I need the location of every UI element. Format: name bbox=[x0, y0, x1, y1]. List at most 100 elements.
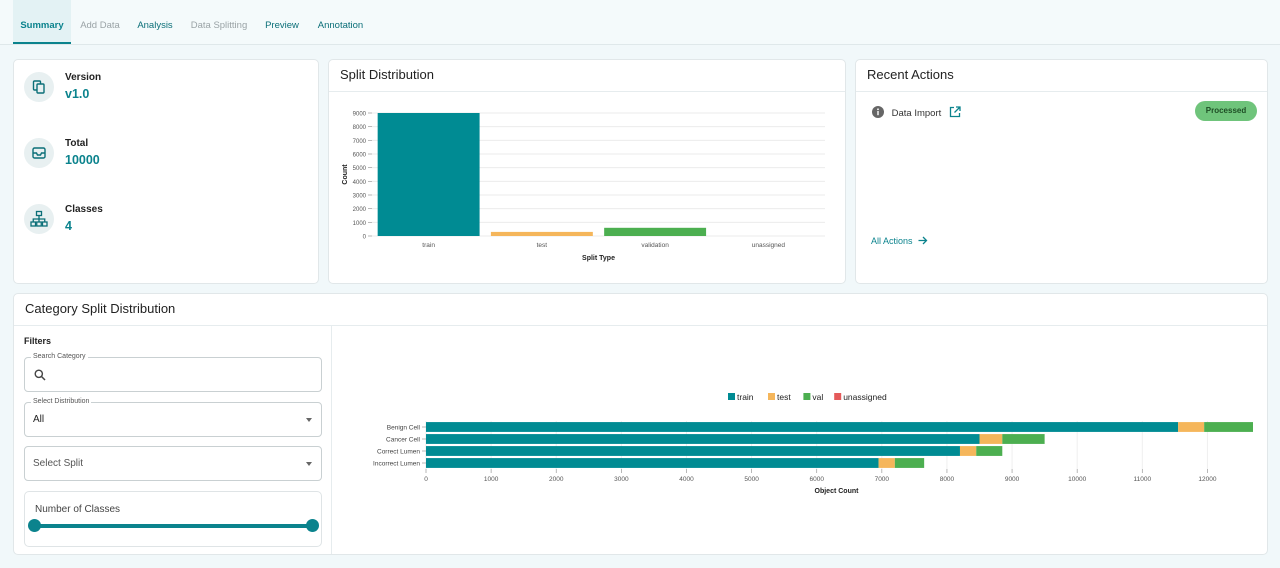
y-tick-label: 5000 bbox=[353, 166, 367, 172]
recent-actions-card: Recent Actions Data Import Processed All… bbox=[855, 59, 1268, 284]
divider bbox=[329, 91, 845, 92]
status-badge: Processed bbox=[1195, 101, 1257, 121]
bar-validation bbox=[604, 227, 707, 236]
x-axis-title: Object Count bbox=[815, 488, 860, 495]
total-value: 10000 bbox=[65, 153, 100, 167]
x-tick-label: validation bbox=[641, 242, 669, 249]
tab-add-data[interactable]: Add Data bbox=[80, 20, 120, 31]
category-split-chart: 0 1000 2000 3000 4000 5000 6000 7000 8000 9000 100… bbox=[373, 392, 1253, 495]
filters-panel: Filters Search Category Select Distribut… bbox=[14, 326, 332, 554]
tab-analysis[interactable]: Analysis bbox=[137, 20, 173, 31]
all-actions-link[interactable]: All Actions bbox=[871, 236, 928, 246]
distribution-value: All bbox=[33, 414, 45, 425]
x-tick-label: 0 bbox=[424, 476, 428, 483]
x-tick-label: 10000 bbox=[1068, 476, 1086, 483]
recent-actions-title: Recent Actions bbox=[867, 67, 954, 82]
copy-icon bbox=[24, 72, 54, 102]
split-placeholder: Select Split bbox=[33, 458, 84, 469]
legend-label-unassigned: unassigned bbox=[843, 392, 887, 402]
inbox-icon bbox=[24, 138, 54, 168]
y-tick-label: 7000 bbox=[353, 139, 367, 145]
slider-min-thumb[interactable] bbox=[28, 519, 41, 532]
y-tick-label: 8000 bbox=[353, 125, 367, 131]
total-label: Total bbox=[65, 138, 89, 149]
tab-summary[interactable]: Summary bbox=[13, 0, 71, 44]
y-tick-label: Cancer Cell bbox=[386, 436, 421, 443]
version-value: v1.0 bbox=[65, 87, 90, 101]
search-category-field[interactable]: Search Category bbox=[24, 353, 322, 392]
x-tick-label: 6000 bbox=[809, 476, 824, 483]
bar-train bbox=[426, 422, 1179, 432]
split-distribution-card: Split Distribution 0 1000 2000 3000 4000 5000… bbox=[328, 59, 846, 284]
tab-data-splitting[interactable]: Data Splitting bbox=[190, 20, 248, 31]
split-select[interactable]: Select Split bbox=[24, 446, 322, 481]
bar-test bbox=[878, 458, 895, 468]
bar-train bbox=[426, 434, 980, 444]
bar-test bbox=[490, 231, 593, 236]
legend-swatch-val bbox=[803, 393, 811, 400]
classes-slider-box: Number of Classes bbox=[24, 491, 322, 547]
all-actions-label: All Actions bbox=[871, 236, 913, 246]
tab-annotation[interactable]: Annotation bbox=[317, 20, 364, 31]
x-tick-label: 4000 bbox=[679, 476, 694, 483]
category-split-title: Category Split Distribution bbox=[25, 301, 176, 316]
legend-swatch-unassigned bbox=[834, 393, 842, 400]
x-axis-title: Split Type bbox=[582, 255, 615, 262]
recent-action-item: Data Import bbox=[872, 106, 961, 119]
y-tick-label: 6000 bbox=[353, 153, 367, 159]
x-tick-label: 1000 bbox=[484, 476, 499, 483]
x-tick-label: 5000 bbox=[744, 476, 759, 483]
stats-card: Version v1.0 Total 10000 Classes 4 bbox=[13, 59, 319, 284]
y-tick-label: 0 bbox=[363, 235, 367, 241]
legend-swatch-test bbox=[768, 393, 775, 400]
bar-train bbox=[377, 113, 480, 236]
bar-test bbox=[1178, 422, 1205, 432]
bar-train bbox=[426, 446, 960, 456]
bar-val bbox=[976, 446, 1003, 456]
bar-train bbox=[426, 458, 879, 468]
version-stat: Version v1.0 bbox=[24, 72, 304, 112]
filters-label: Filters bbox=[24, 336, 52, 346]
split-distribution-title: Split Distribution bbox=[340, 67, 434, 82]
x-tick-label: 7000 bbox=[875, 476, 890, 483]
total-stat: Total 10000 bbox=[24, 138, 304, 178]
x-tick-label: 2000 bbox=[549, 476, 564, 483]
y-tick-label: Benign Cell bbox=[387, 424, 421, 431]
y-tick-label: 1000 bbox=[353, 221, 367, 227]
distribution-select[interactable]: Select Distribution All bbox=[24, 398, 322, 437]
x-tick-label: test bbox=[537, 242, 548, 249]
version-label: Version bbox=[65, 72, 102, 83]
y-tick-label: 4000 bbox=[353, 180, 367, 186]
x-tick-label: 12000 bbox=[1198, 476, 1216, 483]
x-tick-label: unassigned bbox=[752, 242, 786, 249]
bar-test bbox=[979, 434, 1003, 444]
classes-stat: Classes 4 bbox=[24, 204, 304, 244]
search-icon bbox=[34, 369, 46, 381]
y-tick-label: Incorrect Lumen bbox=[373, 460, 420, 467]
legend-label-train: train bbox=[737, 392, 754, 402]
legend-label-val: val bbox=[812, 392, 823, 402]
arrow-right-icon bbox=[918, 236, 928, 245]
legend-label-test: test bbox=[777, 392, 791, 402]
y-tick-label: 9000 bbox=[353, 112, 367, 118]
y-tick-label: Correct Lumen bbox=[377, 448, 420, 455]
classes-slider-track[interactable] bbox=[35, 524, 312, 528]
classes-slider-label: Number of Classes bbox=[35, 504, 121, 515]
category-split-card: Category Split Distribution Filters Sear… bbox=[13, 293, 1268, 555]
x-tick-label: 3000 bbox=[614, 476, 629, 483]
tab-preview[interactable]: Preview bbox=[265, 20, 299, 31]
tab-bar: Summary Add Data Analysis Data Splitting… bbox=[0, 0, 1280, 45]
open-external-icon[interactable] bbox=[949, 106, 961, 118]
slider-max-thumb[interactable] bbox=[306, 519, 319, 532]
split-distribution-chart: 0 1000 2000 3000 4000 5000 6000 7000 8000 9000 tra… bbox=[342, 112, 825, 262]
search-category-legend: Search Category bbox=[31, 353, 88, 360]
divider bbox=[14, 325, 1267, 326]
recent-action-label: Data Import bbox=[891, 108, 942, 119]
divider bbox=[856, 91, 1267, 92]
x-tick-label: 11000 bbox=[1134, 476, 1152, 483]
classes-value: 4 bbox=[65, 219, 72, 233]
y-axis-title: Count bbox=[342, 164, 349, 185]
x-tick-label: 9000 bbox=[1005, 476, 1020, 483]
chevron-down-icon bbox=[306, 418, 312, 422]
chevron-down-icon bbox=[306, 462, 312, 466]
